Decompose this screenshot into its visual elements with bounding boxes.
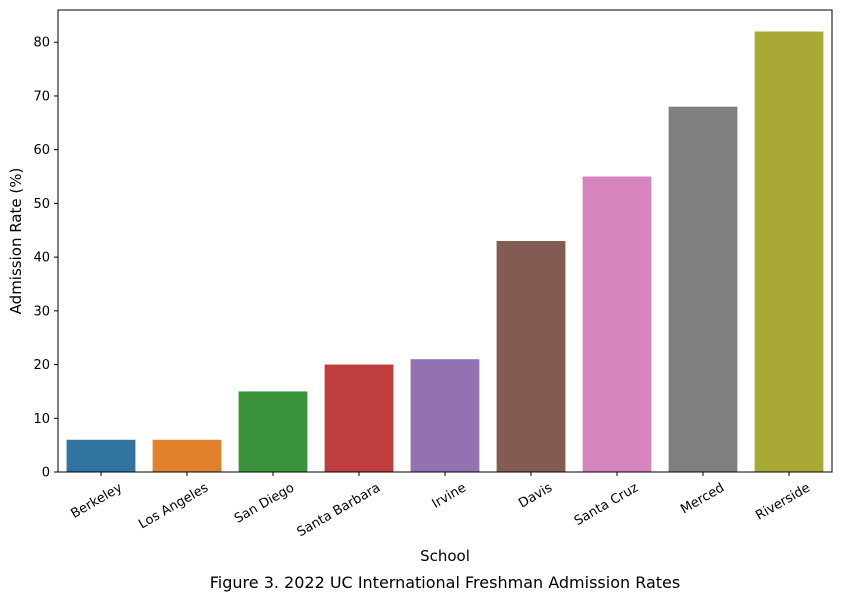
y-tick-label: 0 (42, 466, 50, 481)
x-tick-label: Irvine (430, 480, 469, 511)
y-tick-label: 30 (33, 304, 50, 319)
x-tick-label: Riverside (753, 480, 813, 523)
y-tick-label: 40 (33, 251, 50, 266)
x-tick-label: San Diego (232, 480, 297, 526)
y-axis-ticks: 0 10 20 30 40 50 60 70 80 (33, 36, 58, 481)
y-axis-label: Admission Rate (%) (7, 168, 25, 315)
bars-group (66, 31, 824, 472)
x-tick-label: Berkeley (68, 480, 125, 521)
y-tick-label: 10 (33, 412, 50, 427)
bar-berkeley (66, 439, 136, 472)
figure-caption: Figure 3. 2022 UC International Freshman… (210, 573, 680, 592)
bar-los-angeles (152, 439, 222, 472)
bar-riverside (754, 31, 824, 472)
y-tick-label: 20 (33, 358, 50, 373)
x-axis-label: School (420, 547, 470, 565)
bar-san-diego (238, 391, 308, 472)
bar-davis (496, 241, 566, 472)
x-tick-label: Davis (516, 480, 555, 511)
bar-santa-barbara (324, 364, 394, 472)
y-tick-label: 50 (33, 197, 50, 212)
y-tick-label: 80 (33, 36, 50, 51)
x-tick-label: Los Angeles (136, 480, 211, 532)
y-tick-label: 70 (33, 89, 50, 104)
plot-frame (57, 9, 833, 473)
x-tick-label: Santa Barbara (295, 480, 383, 540)
bar-santa-cruz (582, 176, 652, 472)
bar-merced (668, 106, 738, 472)
bar-irvine (410, 359, 480, 472)
x-tick-label: Merced (678, 480, 727, 517)
y-tick-label: 60 (33, 143, 50, 158)
x-tick-label: Santa Cruz (572, 480, 641, 529)
